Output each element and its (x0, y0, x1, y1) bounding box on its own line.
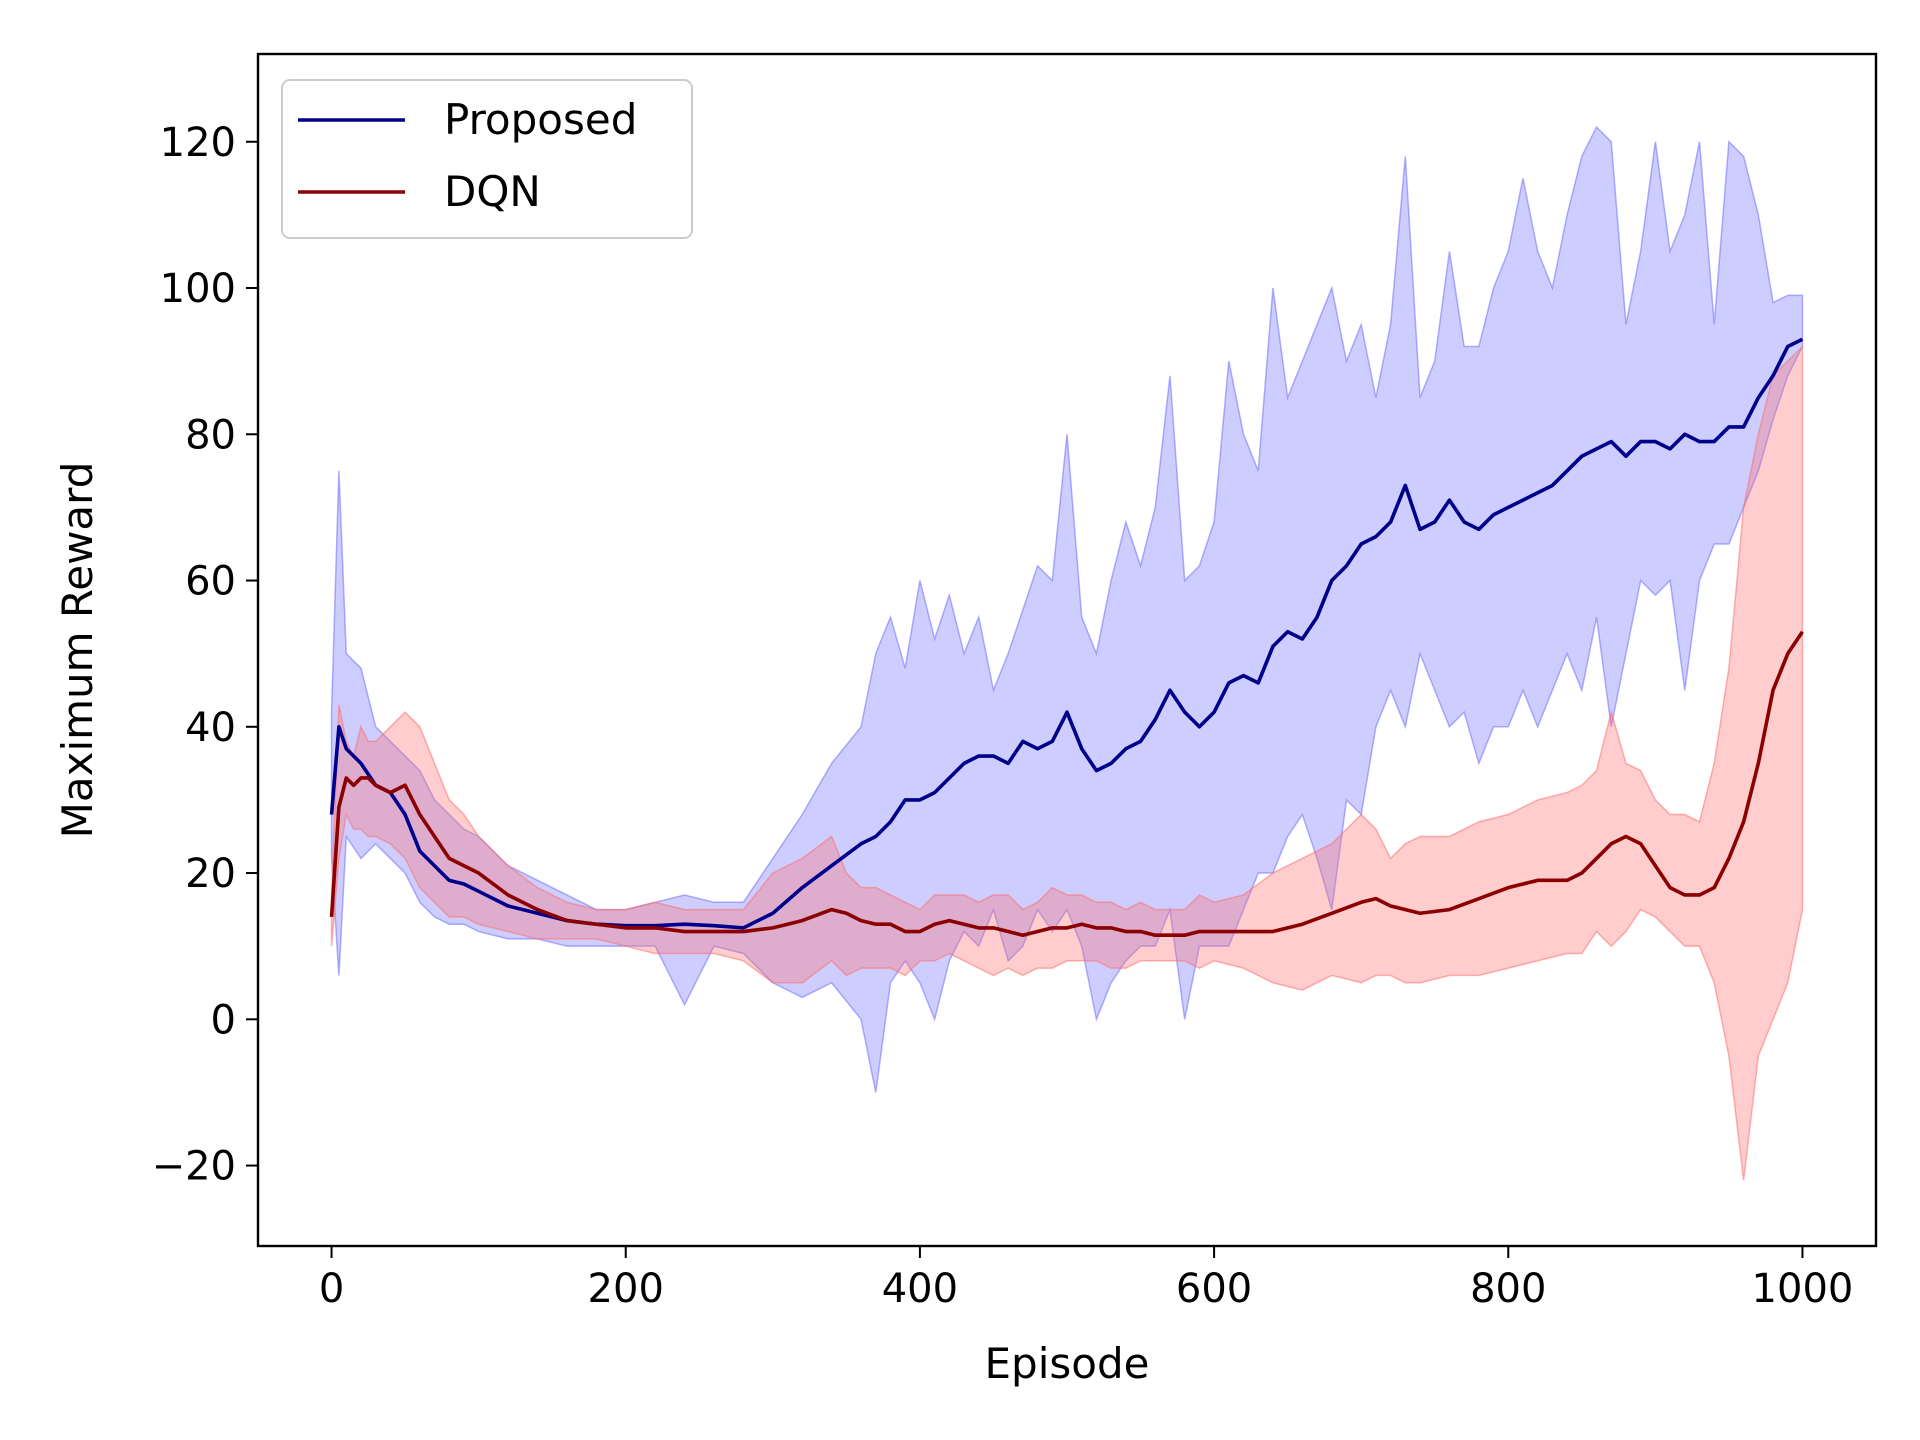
legend-label-proposed: Proposed (444, 95, 637, 144)
y-tick-label: 80 (185, 412, 236, 458)
x-tick-label: 200 (588, 1266, 664, 1312)
y-tick-label: 60 (185, 559, 236, 605)
confidence-bands (330, 125, 1804, 1181)
x-axis: 0 200 400 600 800 1000 (319, 1246, 1854, 1312)
x-tick-label: 0 (319, 1266, 344, 1312)
y-tick-label: 100 (160, 266, 236, 312)
x-tick-label: 1000 (1752, 1266, 1854, 1312)
dqn-band (330, 344, 1804, 1181)
x-axis-label: Episode (985, 1339, 1150, 1388)
legend: Proposed DQN (281, 79, 693, 239)
y-axis-label: Maximum Reward (53, 462, 102, 839)
y-tick-label: 0 (211, 997, 236, 1043)
x-tick-label: 400 (882, 1266, 958, 1312)
plot-area-frame (256, 52, 1878, 1248)
x-tick-label: 600 (1176, 1266, 1252, 1312)
y-tick-label: 20 (185, 851, 236, 897)
x-tick-label: 800 (1470, 1266, 1546, 1312)
dqn-line (329, 630, 1804, 938)
legend-label-dqn: DQN (444, 167, 541, 216)
y-tick-label: 120 (160, 120, 236, 166)
y-tick-label: −20 (152, 1144, 236, 1190)
y-tick-label: 40 (185, 705, 236, 751)
series-lines (329, 337, 1804, 938)
y-axis: −20 0 20 40 60 80 100 120 (152, 120, 258, 1190)
